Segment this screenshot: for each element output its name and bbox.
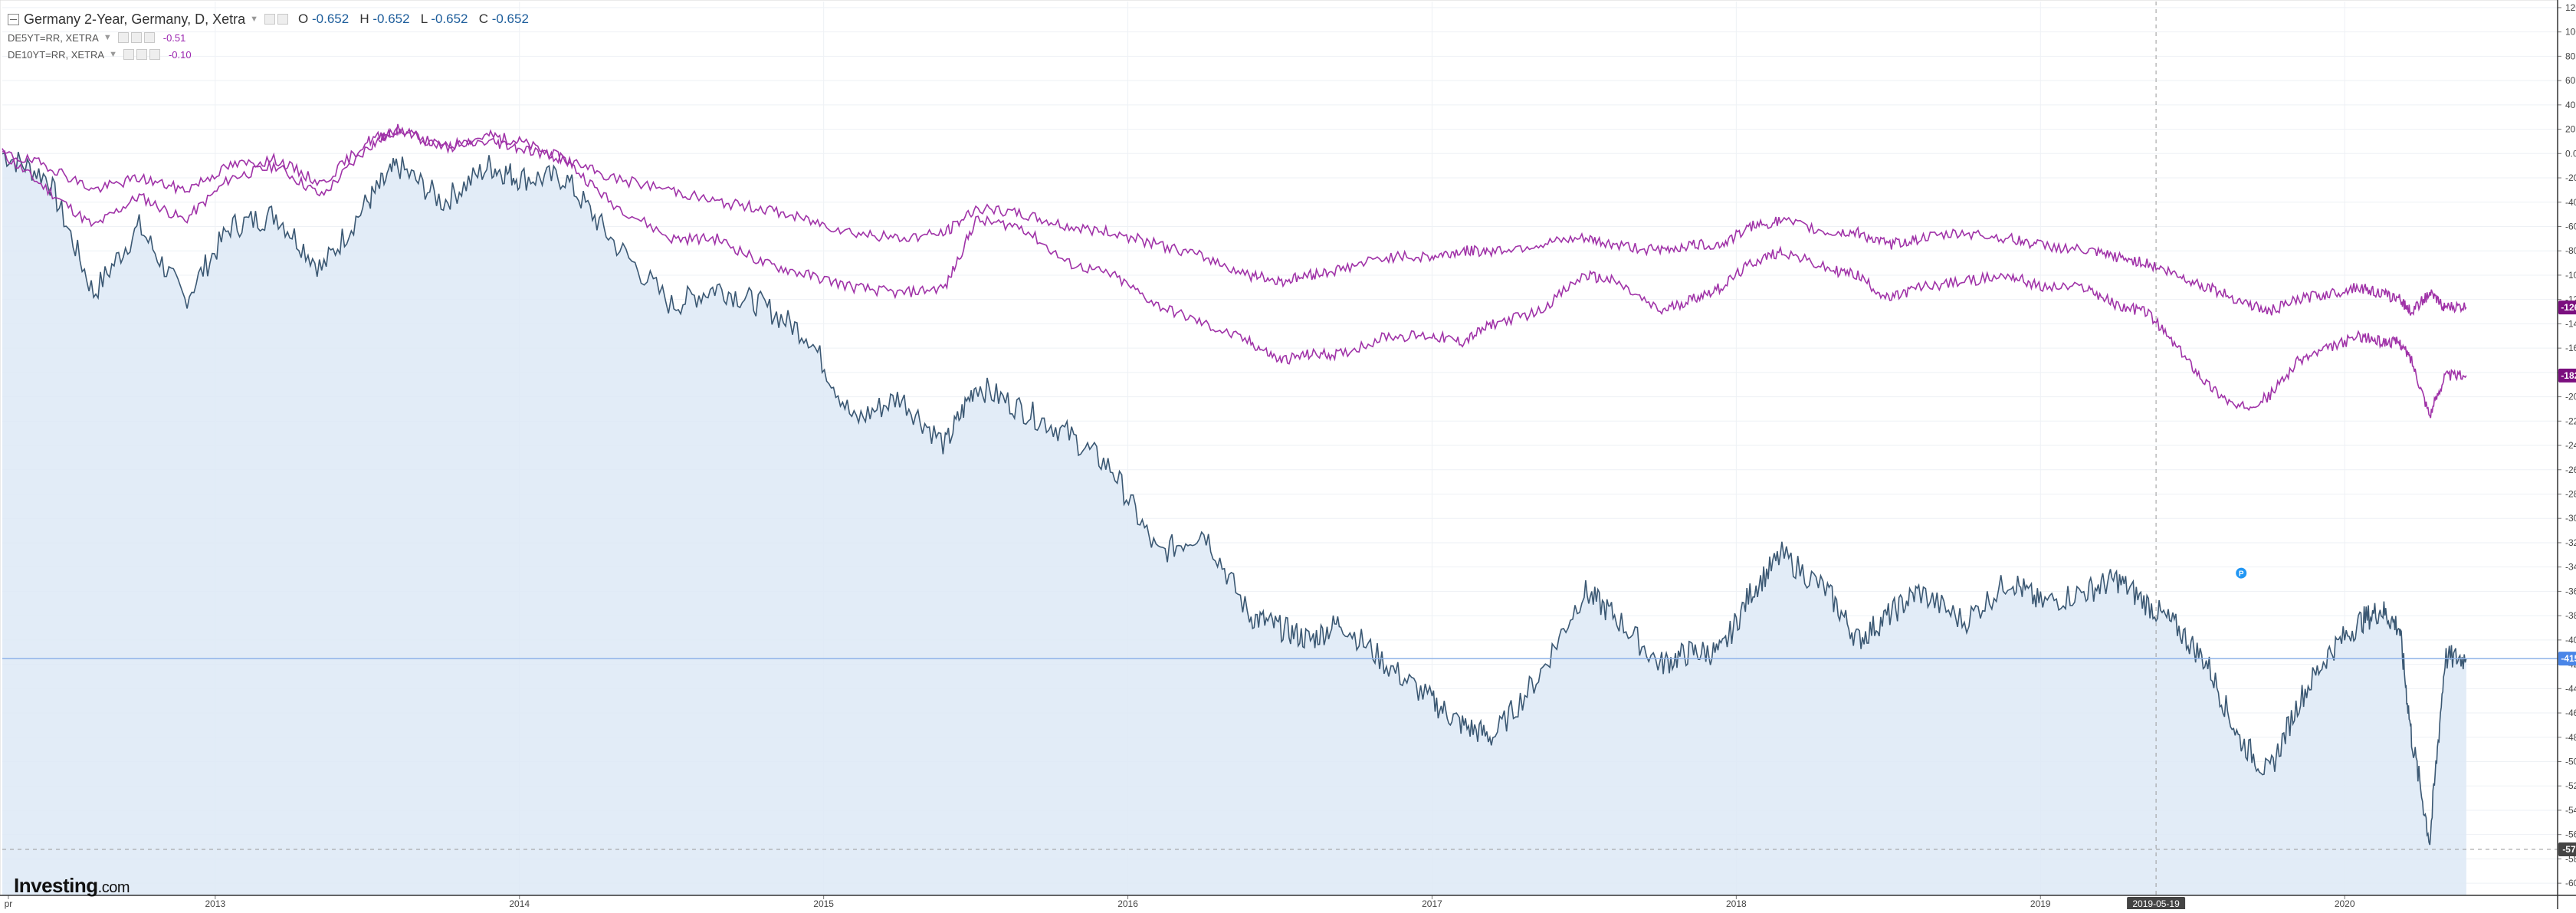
chevron-down-icon[interactable]: ▼: [250, 15, 259, 24]
y-tick-label: -100.00%: [2565, 270, 2576, 281]
y-tick-label: 60.00%: [2565, 75, 2576, 86]
close-label: C: [478, 11, 488, 26]
x-tick-label: 2019: [2030, 898, 2051, 909]
crosshair-x-label: 2019-05-19: [2132, 898, 2180, 909]
y-tick-label: -360.00%: [2565, 586, 2576, 596]
eye-icon[interactable]: [117, 32, 129, 43]
chevron-down-icon[interactable]: ▼: [109, 50, 117, 59]
x-tick-label: 2015: [813, 898, 834, 909]
series-line-de5y: [2, 123, 2467, 419]
y-tick-label: -440.00%: [2565, 683, 2576, 694]
last-value-de10y-bg: [2558, 301, 2576, 315]
y-tick-label: 40.00%: [2565, 100, 2576, 110]
y-tick-label: 20.00%: [2565, 124, 2576, 135]
y-tick-label: -80.00%: [2565, 245, 2576, 256]
y-tick-label: 80.00%: [2565, 51, 2576, 61]
low-label: L: [420, 11, 428, 26]
logo-brand: Investing: [14, 874, 98, 897]
series-line-de10y: [2, 126, 2467, 316]
open-value: -0.652: [311, 11, 349, 26]
crosshair-y-label: -572.171: [2562, 844, 2576, 855]
x-tick-label: pr: [5, 898, 13, 909]
y-tick-label: -600.00%: [2565, 878, 2576, 888]
main-area-fill: [2, 152, 2466, 895]
x-tick-label: 2018: [1726, 898, 1747, 909]
study-legend-de10y[interactable]: DE10YT=RR, XETRA ▼ -0.10: [8, 46, 529, 63]
low-value: -0.652: [431, 11, 468, 26]
last-value-germany-2y: -415.30%: [2561, 653, 2576, 664]
y-tick-label: 0.00%: [2565, 148, 2576, 159]
study-name[interactable]: DE10YT=RR, XETRA: [8, 48, 105, 61]
main-series-legend[interactable]: Germany 2-Year, Germany, D, Xetra ▼ O -0…: [8, 9, 529, 29]
y-tick-label: -280.00%: [2565, 488, 2576, 499]
chevron-down-icon[interactable]: ▼: [103, 33, 112, 42]
eye-icon[interactable]: [264, 14, 276, 25]
y-tick-label: -160.00%: [2565, 343, 2576, 353]
logo-suffix: .com: [97, 879, 130, 896]
y-tick-label: -340.00%: [2565, 562, 2576, 573]
x-tick-label: 2017: [1422, 898, 1442, 909]
x-tick-label: 2014: [509, 898, 530, 909]
y-tick-label: -20.00%: [2565, 172, 2576, 183]
last-value-germany-2y-bg: [2558, 652, 2576, 666]
y-tick-label: -540.00%: [2565, 805, 2576, 816]
eye-icon[interactable]: [123, 49, 134, 60]
close-icon[interactable]: [149, 49, 160, 60]
y-tick-label: -260.00%: [2565, 465, 2576, 475]
ohlc-values: O -0.652 H -0.652 L -0.652 C -0.652: [298, 11, 529, 27]
y-tick-label: 100.00%: [2565, 27, 2576, 38]
close-icon[interactable]: [277, 14, 289, 25]
study-value: -0.51: [162, 31, 186, 44]
event-marker-icon: [2234, 566, 2249, 580]
last-value-de5y-bg: [2558, 368, 2576, 383]
y-tick-label: -200.00%: [2565, 392, 2576, 402]
close-value: -0.652: [491, 11, 529, 26]
main-series-area: [2, 152, 2466, 895]
y-tick-label: -220.00%: [2565, 415, 2576, 426]
chart-legend: Germany 2-Year, Germany, D, Xetra ▼ O -0…: [8, 9, 529, 63]
last-value-de5y: -182.56%: [2561, 370, 2576, 381]
y-tick-label: -400.00%: [2565, 635, 2576, 645]
y-tick-label: -380.00%: [2565, 610, 2576, 621]
y-tick-label: -500.00%: [2565, 756, 2576, 767]
y-tick-label: -320.00%: [2565, 537, 2576, 548]
y-tick-label: -480.00%: [2565, 732, 2576, 743]
time-axis[interactable]: pr 2013 2014 2015 2016 2017 2018 2019 2020 2019-0…: [0, 895, 2576, 911]
series-line-germany-2y: [2, 152, 2467, 846]
event-marker-label: P: [2239, 570, 2244, 579]
study-name[interactable]: DE5YT=RR, XETRA: [8, 31, 99, 44]
investing-logo: Investing.com: [14, 874, 130, 898]
y-tick-label: -140.00%: [2565, 318, 2576, 329]
high-label: H: [359, 11, 369, 26]
crosshair-x-label-bg: [2127, 897, 2186, 911]
y-tick-label: -240.00%: [2565, 440, 2576, 451]
chart-overlays: P: [2, 2, 2558, 895]
gear-icon[interactable]: [130, 32, 142, 43]
x-tick-label: 2020: [2335, 898, 2355, 909]
y-tick-label: -520.00%: [2565, 780, 2576, 791]
y-tick-label: -60.00%: [2565, 221, 2576, 232]
high-value: -0.652: [372, 11, 410, 26]
crosshair-y-label-bg: [2558, 842, 2576, 856]
series-lines: [2, 123, 2467, 846]
close-icon[interactable]: [143, 32, 155, 43]
study-legend-de5y[interactable]: DE5YT=RR, XETRA ▼ -0.51: [8, 29, 529, 46]
y-tick-label: -300.00%: [2565, 513, 2576, 524]
y-tick-label: -460.00%: [2565, 708, 2576, 718]
price-axis[interactable]: 120.00% 100.00% 80.00% 60.00% 40.00% 20.00% 0.…: [2557, 0, 2576, 909]
open-label: O: [298, 11, 309, 26]
collapse-legend-icon[interactable]: [8, 13, 19, 25]
y-tick-label: 120.00%: [2565, 2, 2576, 13]
x-tick-label: 2013: [205, 898, 225, 909]
last-value-de10y: -126.59%: [2561, 302, 2576, 313]
x-tick-label: 2016: [1117, 898, 1138, 909]
study-value: -0.10: [168, 48, 192, 61]
gear-icon[interactable]: [136, 49, 147, 60]
y-tick-label: -560.00%: [2565, 829, 2576, 840]
main-series-title[interactable]: Germany 2-Year, Germany, D, Xetra: [24, 11, 246, 27]
y-tick-label: -40.00%: [2565, 197, 2576, 208]
